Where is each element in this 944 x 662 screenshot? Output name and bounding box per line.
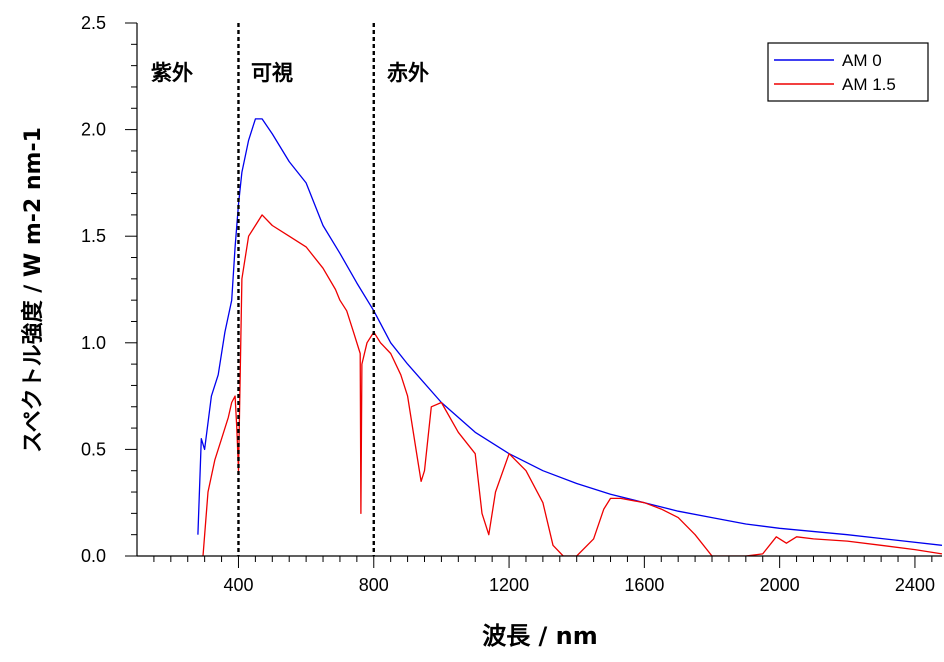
- legend-label-0: AM 0: [842, 51, 882, 70]
- y-tick-label-2: 1.0: [81, 333, 106, 353]
- x-axis-title: 波長 / nm: [482, 622, 598, 650]
- y-tick-label-1: 0.5: [81, 439, 106, 459]
- axes-layer: 400 800 1200 1600 2000 2400 0.0 0.5 1.0 1.5 2.0 2.5…: [20, 13, 942, 650]
- region-label-2: 赤外: [387, 61, 429, 85]
- region-label-1: 可視: [251, 61, 293, 85]
- x-tick-label-800: 800: [359, 575, 389, 595]
- x-tick-label-1200: 1200: [489, 575, 529, 595]
- x-tick-label-400: 400: [223, 575, 253, 595]
- y-tick-label-5: 2.5: [81, 13, 106, 33]
- y-axis-title: スペクトル強度 / W m-2 nm-1: [20, 127, 46, 453]
- series-line-am0: [198, 119, 942, 545]
- series-group: [198, 119, 942, 556]
- x-tick-label-2000: 2000: [760, 575, 800, 595]
- y-tick-label-3: 1.5: [81, 226, 106, 246]
- x-tick-label-2400: 2400: [895, 575, 935, 595]
- x-tick-label-1600: 1600: [624, 575, 664, 595]
- plot-layer: 紫外 可視 赤外: [151, 23, 942, 556]
- legend-label-1: AM 1.5: [842, 75, 896, 94]
- region-label-0: 紫外: [151, 61, 193, 85]
- y-tick-label-4: 2.0: [81, 120, 106, 140]
- y-tick-label-0: 0.0: [81, 546, 106, 566]
- legend: AM 0 AM 1.5: [768, 43, 928, 101]
- series-line-am15: [203, 215, 942, 556]
